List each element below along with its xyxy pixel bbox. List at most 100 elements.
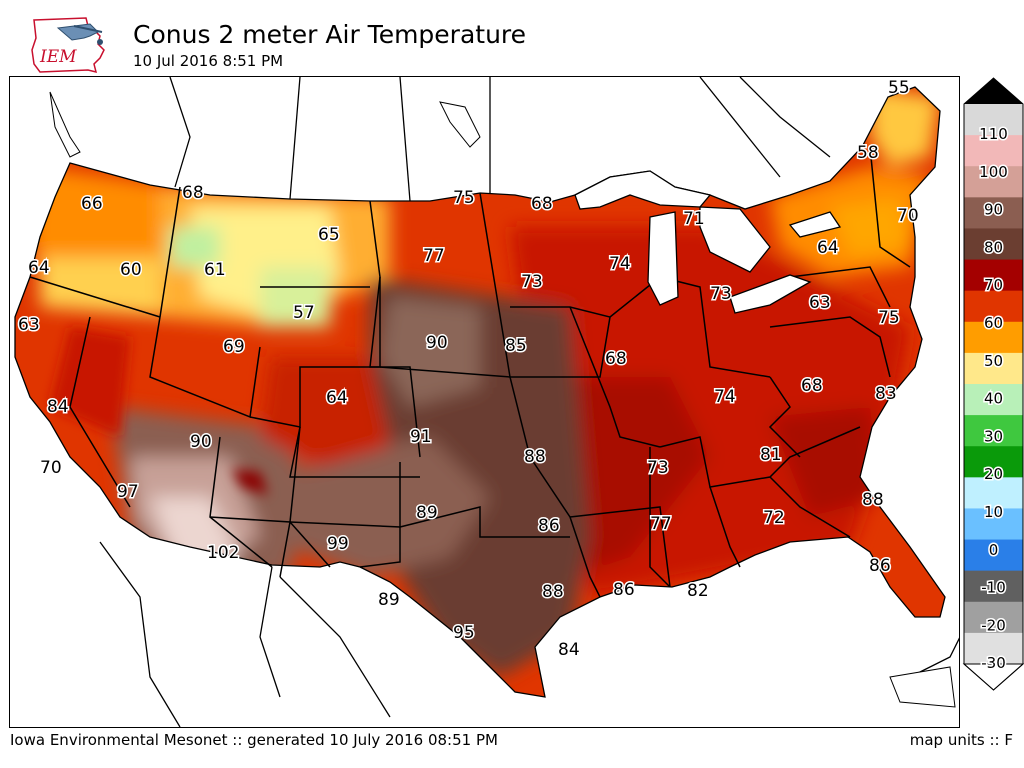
station-value: 88	[524, 447, 546, 467]
station-value: 57	[293, 303, 315, 323]
station-value: 86	[869, 556, 891, 576]
colorbar-swatch	[964, 446, 1023, 478]
colorbar-swatch	[964, 166, 1023, 198]
colorbar-swatches	[962, 77, 1024, 691]
colorbar-tick-label: 30	[984, 427, 1003, 445]
station-value: 77	[423, 246, 445, 266]
station-value: 61	[204, 260, 226, 280]
station-value: 90	[190, 432, 212, 452]
colorbar-tick-label: -30	[981, 654, 1006, 672]
temperature-map: 55 58 70 64 63 75 66 68 75 68 71 64 60 6…	[9, 76, 960, 728]
colorbar-swatch	[964, 415, 1023, 447]
station-value: 83	[875, 384, 897, 404]
station-value: 64	[326, 388, 348, 408]
colorbar-swatch	[964, 570, 1023, 603]
station-value: 63	[809, 293, 831, 313]
colorbar-tick-label: 80	[984, 238, 1003, 256]
station-value: 88	[862, 490, 884, 510]
colorbar-swatch	[964, 601, 1023, 634]
station-value: 64	[817, 238, 839, 258]
station-value: 55	[888, 78, 910, 98]
colorbar-swatch	[964, 508, 1023, 541]
station-value: 73	[710, 284, 732, 304]
station-labels: 55 58 70 64 63 75 66 68 75 68 71 64 60 6…	[17, 77, 921, 662]
station-value: 58	[857, 143, 879, 163]
colorbar-tick-label: -20	[981, 616, 1006, 634]
station-value: 88	[542, 582, 564, 602]
colorbar-tick-label: 10	[984, 503, 1003, 521]
station-value: 73	[521, 272, 543, 292]
station-value: 74	[609, 254, 631, 274]
station-value: 68	[531, 194, 553, 214]
footer-credit: Iowa Environmental Mesonet :: generated …	[10, 731, 498, 749]
station-value: 82	[687, 581, 709, 601]
station-value: 68	[605, 349, 627, 369]
station-value: 86	[538, 516, 560, 536]
colorbar-swatch	[964, 104, 1023, 136]
colorbar-tick-label: 60	[984, 314, 1003, 332]
colorbar-tick-label: 0	[989, 541, 999, 559]
colorbar-tick-label: 50	[984, 352, 1003, 370]
station-value: 60	[120, 260, 142, 280]
station-value: 95	[453, 623, 475, 643]
station-value: 68	[182, 183, 204, 203]
station-value: 73	[647, 458, 669, 478]
station-value: 64	[28, 258, 50, 278]
station-value: 86	[613, 580, 635, 600]
station-value: 70	[897, 206, 919, 226]
station-value: 75	[878, 308, 900, 328]
colorbar-swatch	[964, 135, 1023, 167]
colorbar-swatch	[964, 321, 1023, 354]
station-value: 89	[416, 503, 438, 523]
station-value: 84	[47, 397, 69, 417]
station-value: 84	[558, 640, 580, 660]
station-value: 75	[453, 188, 475, 208]
station-value: 69	[223, 337, 245, 357]
station-value: 90	[426, 333, 448, 353]
colorbar-tick-label: 100	[979, 163, 1008, 181]
colorbar-swatch	[964, 477, 1023, 509]
islands	[49, 91, 956, 708]
station-value: 65	[318, 225, 340, 245]
state-borders	[29, 146, 911, 598]
station-value: 72	[763, 508, 785, 528]
station-value: 77	[650, 514, 672, 534]
colorbar-tick-label: 40	[984, 390, 1003, 408]
colorbar-swatch	[964, 228, 1023, 261]
temperature-colorbar: 110 100 90 80 70 60 50 40 30 20 10 0 -10 -20 -30	[960, 76, 1024, 696]
station-value: 68	[801, 376, 823, 396]
international-borders	[99, 77, 959, 727]
colorbar-top-arrow	[964, 78, 1023, 104]
station-value: 70	[40, 458, 62, 478]
station-value: 81	[760, 445, 782, 465]
station-value: 91	[410, 427, 432, 447]
colorbar-tick-label: 110	[979, 125, 1008, 143]
iem-logo: IEM	[28, 14, 118, 76]
colorbar-tick-label: 70	[984, 276, 1003, 294]
station-value: 74	[714, 387, 736, 407]
station-value: 97	[117, 482, 139, 502]
station-value: 85	[505, 336, 527, 356]
colorbar-swatch	[964, 384, 1023, 416]
colorbar-tick-label: 90	[984, 201, 1003, 219]
station-value: 99	[327, 534, 349, 554]
colorbar-swatch	[964, 539, 1023, 572]
colorbar-tick-label: 20	[984, 465, 1003, 483]
station-value: 89	[378, 590, 400, 610]
colorbar-swatch	[964, 290, 1023, 323]
colorbar-swatch	[964, 632, 1023, 665]
colorbar-swatch	[964, 259, 1023, 292]
great-lakes	[574, 170, 842, 314]
station-value: 63	[18, 315, 40, 335]
station-value: 66	[81, 194, 103, 214]
logo-text: IEM	[39, 47, 77, 67]
colorbar-swatch	[964, 197, 1023, 229]
station-value: 71	[683, 209, 705, 229]
station-value: 102	[207, 543, 239, 563]
page-subtitle: 10 Jul 2016 8:51 PM	[133, 52, 284, 70]
map-canvas: 55 58 70 64 63 75 66 68 75 68 71 64 60 6…	[10, 77, 959, 727]
colorbar-swatch	[964, 352, 1023, 385]
colorbar-tick-label: -10	[981, 579, 1006, 597]
